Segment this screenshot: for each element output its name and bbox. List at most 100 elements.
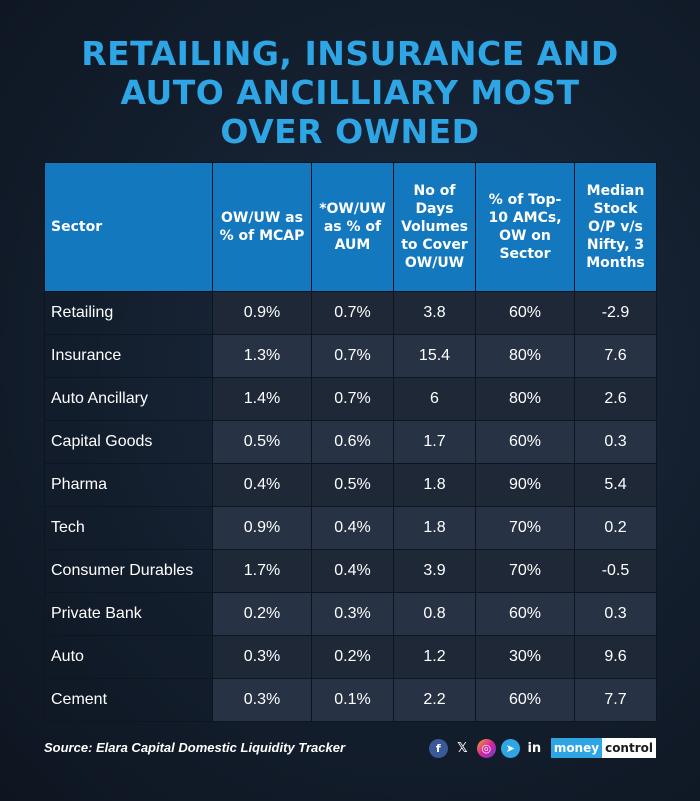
value-cell-median-stock-op: 0.3: [574, 420, 657, 464]
value-cell-days-to-cover: 3.9: [393, 549, 476, 593]
value-cell-days-to-cover: 1.7: [393, 420, 476, 464]
value-cell-median-stock-op: -2.9: [574, 291, 657, 335]
value-cell-top10-amcs-ow: 60%: [475, 592, 575, 636]
column-header-sector: Sector: [44, 162, 213, 292]
table-row: Cement 0.3% 0.1% 2.2 60% 7.7: [44, 678, 657, 722]
value-cell-ow-uw-aum: 0.1%: [311, 678, 394, 722]
telegram-icon[interactable]: ➤: [500, 738, 520, 758]
value-cell-ow-uw-aum: 0.4%: [311, 549, 394, 593]
value-cell-top10-amcs-ow: 60%: [475, 678, 575, 722]
x-icon[interactable]: 𝕏: [457, 740, 468, 756]
sector-name-cell: Retailing: [44, 291, 213, 335]
value-cell-ow-uw-mcap: 0.9%: [212, 291, 312, 335]
source-note: Source: Elara Capital Domestic Liquidity…: [44, 740, 346, 755]
column-header-line: No of: [413, 183, 456, 199]
table-row: Pharma 0.4% 0.5% 1.8 90% 5.4: [44, 463, 657, 507]
column-header-line: OW/UW as: [221, 210, 303, 226]
column-header-line: Volumes: [401, 219, 468, 235]
facebook-icon[interactable]: f: [428, 738, 448, 758]
sector-name-cell: Pharma: [44, 463, 213, 507]
table-row: Private Bank 0.2% 0.3% 0.8 60% 0.3: [44, 592, 657, 636]
value-cell-ow-uw-aum: 0.3%: [311, 592, 394, 636]
sector-name-cell: Auto: [44, 635, 213, 679]
column-header-line: Months: [586, 255, 645, 271]
value-cell-days-to-cover: 3.8: [393, 291, 476, 335]
value-cell-days-to-cover: 1.8: [393, 463, 476, 507]
column-header-top10-amcs-ow: % of Top- 10 AMCs, OW on Sector: [475, 162, 575, 292]
value-cell-median-stock-op: 7.7: [574, 678, 657, 722]
value-cell-ow-uw-aum: 0.5%: [311, 463, 394, 507]
value-cell-ow-uw-aum: 0.7%: [311, 291, 394, 335]
column-header-line: 10 AMCs,: [488, 210, 562, 226]
column-header-median-stock-op: Median Stock O/P v/s Nifty, 3 Months: [574, 162, 657, 292]
column-header-line: AUM: [334, 237, 371, 253]
data-table: Sector OW/UW as % of MCAP *OW/UW as % of AUM N…: [44, 162, 657, 722]
page-title: RETAILING, INSURANCE AND AUTO ANCILLIARY…: [0, 34, 700, 151]
value-cell-median-stock-op: 0.3: [574, 592, 657, 636]
column-header-line: O/P v/s: [588, 219, 643, 235]
value-cell-ow-uw-mcap: 0.5%: [212, 420, 312, 464]
column-header-line: Days: [415, 201, 454, 217]
table-body: Retailing 0.9% 0.7% 3.8 60% -2.9 Insurance 1.3%…: [44, 291, 657, 722]
sector-name-cell: Private Bank: [44, 592, 213, 636]
column-header-ow-uw-mcap: OW/UW as % of MCAP: [212, 162, 312, 292]
column-header-line: Sector: [51, 219, 103, 235]
column-header-line: OW/UW: [404, 255, 465, 271]
column-header-line: % of MCAP: [219, 228, 305, 244]
column-header-line: Nifty, 3: [586, 237, 645, 253]
column-header-days-to-cover: No of Days Volumes to Cover OW/UW: [393, 162, 476, 292]
table-header-row: Sector OW/UW as % of MCAP *OW/UW as % of AUM N…: [44, 162, 657, 292]
column-header-line: Median: [586, 183, 645, 199]
value-cell-ow-uw-aum: 0.6%: [311, 420, 394, 464]
value-cell-ow-uw-mcap: 1.7%: [212, 549, 312, 593]
value-cell-ow-uw-mcap: 0.4%: [212, 463, 312, 507]
table-row: Tech 0.9% 0.4% 1.8 70% 0.2: [44, 506, 657, 550]
column-header-line: Stock: [593, 201, 638, 217]
value-cell-top10-amcs-ow: 60%: [475, 420, 575, 464]
value-cell-top10-amcs-ow: 60%: [475, 291, 575, 335]
value-cell-top10-amcs-ow: 90%: [475, 463, 575, 507]
value-cell-ow-uw-aum: 0.2%: [311, 635, 394, 679]
value-cell-ow-uw-aum: 0.4%: [311, 506, 394, 550]
column-header-line: OW on: [499, 228, 551, 244]
column-header-ow-uw-aum: *OW/UW as % of AUM: [311, 162, 394, 292]
sector-name-cell: Capital Goods: [44, 420, 213, 464]
value-cell-days-to-cover: 2.2: [393, 678, 476, 722]
table-row: Capital Goods 0.5% 0.6% 1.7 60% 0.3: [44, 420, 657, 464]
value-cell-median-stock-op: -0.5: [574, 549, 657, 593]
value-cell-top10-amcs-ow: 80%: [475, 377, 575, 421]
title-line-3: OVER OWNED: [220, 112, 480, 151]
table-row: Auto 0.3% 0.2% 1.2 30% 9.6: [44, 635, 657, 679]
moneycontrol-logo: money control: [550, 738, 656, 758]
value-cell-ow-uw-aum: 0.7%: [311, 377, 394, 421]
brand-part-1: money: [550, 738, 603, 758]
instagram-icon[interactable]: ◎: [476, 738, 496, 758]
value-cell-top10-amcs-ow: 30%: [475, 635, 575, 679]
footer: Source: Elara Capital Domestic Liquidity…: [44, 738, 656, 760]
value-cell-ow-uw-aum: 0.7%: [311, 334, 394, 378]
linkedin-icon[interactable]: in: [527, 740, 542, 756]
column-header-line: *OW/UW: [319, 201, 386, 217]
table-row: Insurance 1.3% 0.7% 15.4 80% 7.6: [44, 334, 657, 378]
value-cell-days-to-cover: 15.4: [393, 334, 476, 378]
value-cell-ow-uw-mcap: 0.3%: [212, 678, 312, 722]
value-cell-ow-uw-mcap: 1.4%: [212, 377, 312, 421]
value-cell-top10-amcs-ow: 80%: [475, 334, 575, 378]
sector-name-cell: Consumer Durables: [44, 549, 213, 593]
value-cell-top10-amcs-ow: 70%: [475, 506, 575, 550]
column-header-line: Sector: [499, 246, 551, 262]
value-cell-days-to-cover: 1.2: [393, 635, 476, 679]
value-cell-days-to-cover: 0.8: [393, 592, 476, 636]
column-header-line: to Cover: [401, 237, 468, 253]
value-cell-ow-uw-mcap: 0.2%: [212, 592, 312, 636]
column-header-line: % of Top-: [488, 192, 562, 208]
title-line-2: AUTO ANCILLIARY MOST: [120, 73, 580, 112]
table-row: Retailing 0.9% 0.7% 3.8 60% -2.9: [44, 291, 657, 335]
value-cell-median-stock-op: 2.6: [574, 377, 657, 421]
column-header-line: as % of: [323, 219, 382, 235]
sector-name-cell: Auto Ancillary: [44, 377, 213, 421]
value-cell-days-to-cover: 1.8: [393, 506, 476, 550]
value-cell-median-stock-op: 0.2: [574, 506, 657, 550]
brand-part-2: control: [602, 738, 656, 758]
value-cell-ow-uw-mcap: 0.3%: [212, 635, 312, 679]
